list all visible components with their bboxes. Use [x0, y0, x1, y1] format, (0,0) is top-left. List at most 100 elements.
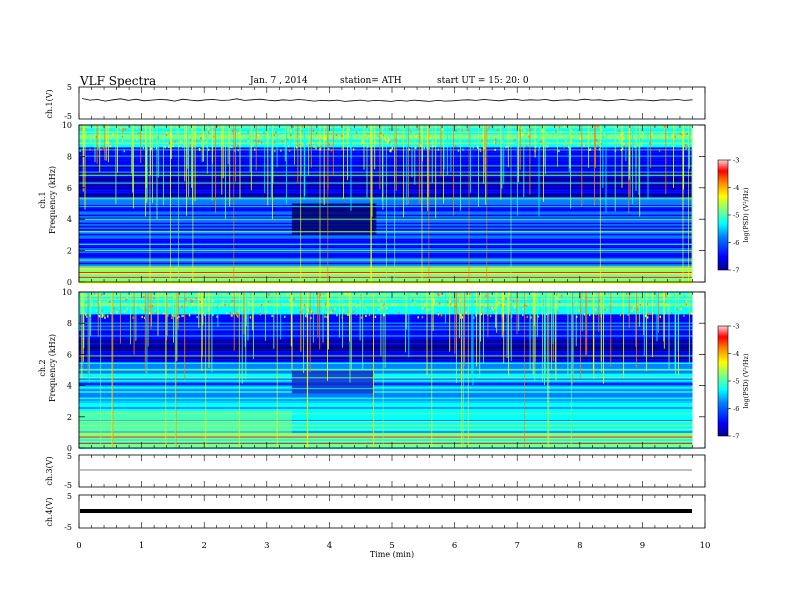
ch1-waveform-line [82, 98, 693, 102]
spec-speckle [95, 309, 98, 312]
spec-speckle [440, 314, 443, 317]
spec-speckle [659, 315, 661, 318]
spec-speckle [667, 304, 669, 307]
spec-speckle [530, 293, 533, 296]
spec-speckle [529, 128, 532, 131]
spec-speckle [250, 293, 252, 296]
spec-speckle [158, 139, 161, 142]
spec-speckle [414, 306, 416, 309]
spec-speckle [232, 130, 234, 133]
spec-speckle [196, 316, 198, 319]
spec-speckle [172, 140, 175, 143]
spec-speckle [530, 316, 532, 319]
spec-speckle [202, 312, 205, 315]
spec-speckle [481, 312, 484, 315]
spec-speckle [618, 138, 620, 141]
spec-speckle [387, 140, 389, 143]
ch2-spectrogram-ylabel: ch.2Frequency (kHz) [38, 334, 57, 402]
time-tick-label: 6 [452, 541, 457, 551]
spec-speckle [389, 149, 391, 152]
spec-speckle [575, 137, 577, 141]
colorbar-tick-label: -3 [733, 157, 739, 165]
spec-speckle [85, 313, 87, 316]
spec-speckle [260, 304, 263, 307]
spec-speckle [231, 300, 233, 303]
spec-speckle [238, 132, 240, 135]
spec-speckle [193, 142, 196, 146]
time-tick-label: 7 [514, 541, 519, 551]
spec-speckle [186, 301, 189, 304]
spec-speckle [267, 137, 269, 140]
spec-speckle [261, 141, 263, 144]
spec-speckle [293, 298, 295, 301]
time-axis: 0 1 2 3 4 5 6 7 8 9 10 [76, 87, 710, 551]
spec-band [79, 217, 693, 220]
spec-speckle [293, 127, 295, 130]
spec-speckle [546, 132, 548, 135]
spec-speckle [195, 139, 198, 142]
ch2-ylabel-line2: Frequency (kHz) [48, 334, 57, 402]
spec-speckle [355, 305, 358, 308]
spec-speckle [126, 307, 129, 310]
spec-speckle [302, 144, 304, 147]
spec-speckle [498, 141, 501, 144]
spec-speckle [101, 132, 103, 135]
spec-speckle [266, 296, 268, 299]
spec-speckle [136, 127, 138, 130]
spec-band [79, 300, 693, 302]
spec-speckle [379, 299, 381, 302]
spec-band [79, 209, 693, 212]
spec-speckle [622, 132, 624, 135]
spec-speckle [345, 312, 347, 315]
spec-speckle [619, 297, 622, 301]
spec-band [79, 165, 693, 167]
spec-speckle [360, 316, 363, 319]
spec-speckle [659, 298, 662, 301]
spec-speckle [578, 309, 580, 312]
spec-speckle [207, 308, 210, 311]
time-tick-label: 4 [327, 541, 332, 551]
spec-speckle [514, 138, 516, 141]
spec-band [79, 144, 693, 146]
spec-speckle [106, 141, 108, 144]
spec-speckle [384, 137, 386, 140]
spec-speckle [98, 315, 101, 318]
spec-speckle [411, 293, 414, 296]
spec-speckle [352, 142, 355, 146]
spec-speckle [594, 308, 597, 311]
spec-speckle [461, 316, 464, 319]
spec-speckle [449, 300, 451, 303]
spec-speckle [583, 313, 586, 316]
spec-speckle [324, 303, 327, 306]
spec-speckle [526, 315, 528, 318]
spec-speckle [403, 126, 405, 129]
spec-speckle [525, 130, 527, 133]
spec-band [79, 248, 693, 250]
spec-speckle [585, 294, 587, 297]
colorbar-tick-label: -5 [733, 378, 739, 386]
spec-speckle [649, 142, 651, 145]
spec-band [79, 224, 693, 226]
spec-speckle [560, 294, 563, 297]
spec-speckle [388, 139, 390, 142]
spec-speckle [521, 133, 523, 136]
spec-band [79, 193, 693, 196]
spec-band [79, 424, 693, 427]
spec-speckle [299, 309, 301, 312]
spec-speckle [97, 147, 99, 150]
spec-speckle [444, 137, 446, 140]
spec-speckle [102, 146, 104, 149]
colorbar-tick-label: -7 [733, 267, 739, 275]
spec-band [79, 340, 693, 342]
spec-speckle [322, 293, 325, 296]
spec-speckle [556, 306, 559, 309]
spec-speckle [98, 300, 101, 303]
spec-speckle [341, 134, 343, 137]
spec-speckle [388, 141, 391, 144]
spec-speckle [280, 149, 282, 152]
spec-band [79, 348, 693, 350]
spec-band [79, 136, 693, 138]
spec-speckle [492, 126, 494, 129]
spec-speckle [355, 313, 358, 316]
spec-speckle [165, 133, 168, 137]
